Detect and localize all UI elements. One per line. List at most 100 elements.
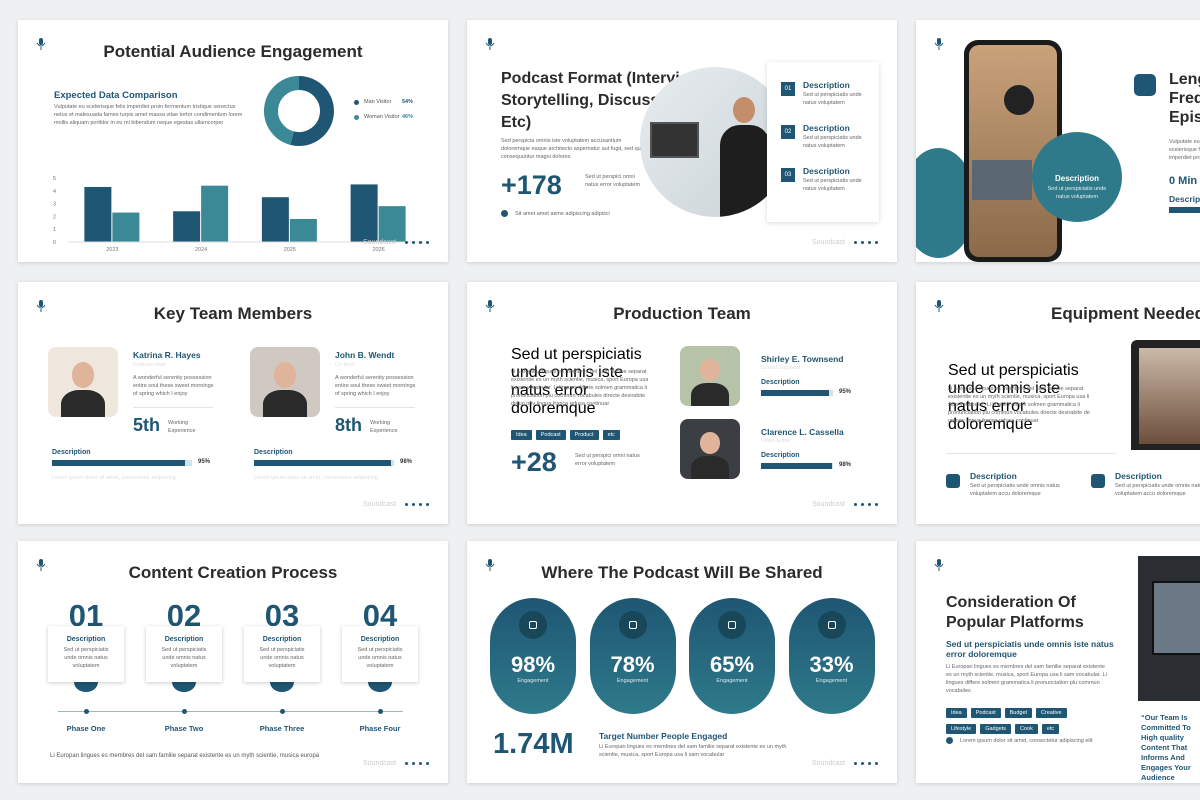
- footer-brand: Soundcast: [363, 501, 397, 508]
- bar: [173, 211, 201, 242]
- platform-pill: 65% Engagement: [689, 598, 775, 714]
- platform-caption: Engagement: [616, 678, 649, 684]
- item-text: Sed ut perspiciatis unde omnis natus vol…: [1115, 483, 1200, 497]
- footer-brand: Soundcast: [812, 760, 846, 767]
- footer-brand: Soundcast: [363, 239, 397, 246]
- slide-title: Key Team Members: [153, 304, 313, 323]
- platform-pill: 33% Engagement: [788, 598, 875, 714]
- footer-dot: [868, 503, 871, 506]
- items-panel: 01 Description Sed ut perspiciatis unde na…: [767, 62, 879, 222]
- tag-row: Idea Podcast Budget Creative: [946, 701, 1071, 722]
- platform-glyph: [628, 621, 637, 629]
- item-title: Description: [1115, 471, 1162, 481]
- heading: Sed ut perspiciatis unde omnis iste natu…: [511, 346, 642, 417]
- item-text: Sed ut perspiciatis unde natus voluptate…: [803, 178, 862, 192]
- member-years: 5th: [133, 415, 160, 435]
- slide: Key Team Members Katrina R. Hayes Podcast …: [18, 282, 448, 524]
- bar-label: Description: [254, 449, 293, 456]
- mic-icon: [36, 559, 46, 571]
- photo: [48, 347, 118, 417]
- phase-label: Phase One: [66, 724, 106, 733]
- slide: Production Team Sed ut perspiciatis unde …: [467, 282, 897, 524]
- slide-title: Consideration Of Popular Platforms: [946, 594, 1084, 631]
- bar: [350, 184, 378, 242]
- photo: [680, 419, 740, 479]
- step-card: Description Sed ut perspiciatis unde omni…: [244, 626, 320, 682]
- stat: +178: [501, 170, 562, 200]
- platform-value: 65%: [709, 652, 755, 677]
- y-tick-label: 1: [53, 227, 56, 233]
- note: Lorem ipsum dolor sit amet, consectetur …: [960, 738, 1093, 744]
- mic-head: [937, 300, 941, 307]
- y-tick-label: 5: [53, 176, 56, 182]
- tag: Budget: [1004, 708, 1033, 718]
- mic-head: [937, 38, 941, 45]
- footer-dot: [868, 241, 871, 244]
- step-card: Description Sed ut perspiciatis unde omni…: [48, 626, 124, 682]
- member-role: Video Editor: [761, 438, 791, 444]
- platform-icon: [817, 611, 846, 639]
- member-name: Shirley E. Townsend: [761, 354, 844, 364]
- mic-stand: [36, 42, 46, 50]
- heading: Sed ut perspiciatis unde omnis iste natu…: [946, 639, 1114, 659]
- platform-value: 78%: [610, 652, 655, 677]
- tag: Idea: [946, 708, 967, 718]
- caption: Li Europan lingues es membres del sam fa…: [50, 753, 320, 759]
- progress-label: 95%: [198, 459, 211, 465]
- item-title: Description: [970, 471, 1017, 481]
- footer-dot: [419, 241, 422, 244]
- tag: Gadgets: [980, 724, 1011, 734]
- footer-dot: [426, 503, 429, 506]
- footer-dot: [854, 241, 857, 244]
- body-text: Vulputate eu scelerisque felis imperdiet…: [54, 104, 243, 126]
- step-card: Description Sed ut perspiciatis unde omni…: [146, 626, 222, 682]
- divider: [133, 407, 213, 408]
- heading: Sed ut perspiciatis unde omnis iste natu…: [948, 362, 1079, 433]
- footer-dot: [405, 241, 408, 244]
- step-card: Description Sed ut perspiciatis unde omni…: [342, 626, 418, 682]
- footer-dot: [419, 503, 422, 506]
- note: Sit amet amet asme adipiscing adipisci: [515, 211, 610, 217]
- step-text: Sed ut perspiciatis unde omnis natus vol…: [161, 647, 207, 669]
- slide-title: Where The Podcast Will Be Shared: [541, 563, 823, 582]
- laptop: [1131, 340, 1200, 450]
- divider: [335, 407, 415, 408]
- mic-icon: [36, 38, 46, 50]
- member-text: A wonderful serenity possession entire s…: [335, 375, 416, 397]
- phase-dot: [182, 709, 187, 714]
- photo-circle: [640, 67, 790, 217]
- footer-dot: [412, 762, 415, 765]
- member-name: John B. Wendt: [335, 350, 395, 360]
- progress-label: 98%: [400, 459, 413, 465]
- body-text: Li Europan lingues es membres del sam fa…: [946, 664, 1107, 694]
- mic-icon: [934, 38, 944, 50]
- member-caption: Lorem ipsum dolor sit amet, consectetur …: [254, 475, 378, 481]
- platform-value: 33%: [809, 652, 854, 677]
- mic-stand: [934, 42, 944, 50]
- member-role: Podcast Host: [133, 362, 166, 368]
- item-title: Description: [803, 166, 850, 176]
- footer-dot: [854, 762, 857, 765]
- footer-dot: [405, 503, 408, 506]
- footer-dot: [861, 241, 864, 244]
- bar-label: Description: [761, 379, 800, 386]
- progress-fill: [761, 390, 830, 396]
- legend-dot: [354, 100, 359, 105]
- step-text: Sed ut perspiciatis unde omnis natus vol…: [357, 647, 403, 669]
- member-role: Co Host: [335, 362, 355, 368]
- platform-icon: [519, 611, 547, 639]
- y-tick-label: 0: [53, 240, 56, 246]
- mic-icon: [934, 559, 944, 571]
- slide: Equipment Needed Sed ut perspiciatis unde…: [916, 282, 1200, 524]
- stat-text: Li Europan lingues es membres del sam fa…: [599, 744, 787, 758]
- phase-label: Phase Four: [359, 724, 401, 733]
- footer-dot: [412, 503, 415, 506]
- member-years: 8th: [335, 415, 362, 435]
- description-circle: Description Sed ut perspiciatis unde natu…: [1032, 132, 1122, 222]
- mic-icon: [485, 559, 495, 571]
- body-text: Li Europan lingues es membres del sam fa…: [948, 386, 1090, 424]
- step-title: Description: [164, 636, 204, 643]
- phase-dot: [280, 709, 285, 714]
- slide: Consideration Of Popular Platforms Sed ut…: [916, 541, 1200, 783]
- mic-head: [937, 559, 941, 566]
